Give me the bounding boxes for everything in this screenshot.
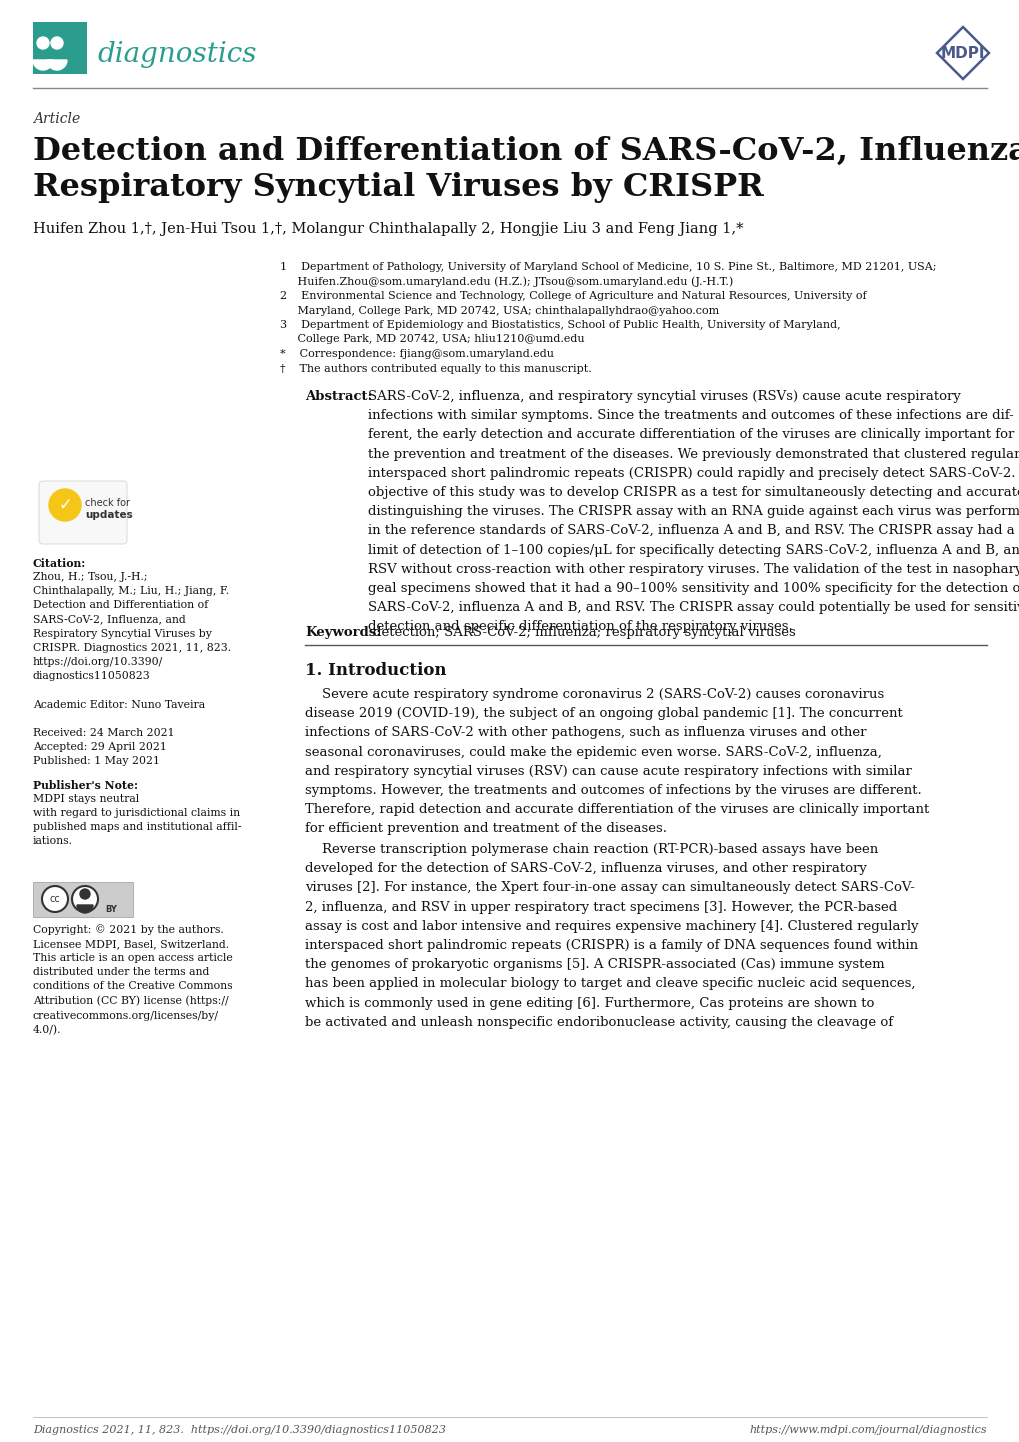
FancyBboxPatch shape: [39, 482, 127, 544]
Text: Publisher's Note:: Publisher's Note:: [33, 780, 138, 792]
Text: Severe acute respiratory syndrome coronavirus 2 (SARS-CoV-2) causes coronavirus
: Severe acute respiratory syndrome corona…: [305, 688, 928, 835]
Circle shape: [49, 489, 81, 521]
Text: Maryland, College Park, MD 20742, USA; chinthalapallyhdrao@yahoo.com: Maryland, College Park, MD 20742, USA; c…: [280, 306, 718, 316]
Text: Zhou, H.; Tsou, J.-H.;
Chinthalapally, M.; Liu, H.; Jiang, F.
Detection and Diff: Zhou, H.; Tsou, J.-H.; Chinthalapally, M…: [33, 572, 231, 681]
Text: ✓: ✓: [58, 496, 72, 513]
Circle shape: [72, 885, 98, 911]
Text: Article: Article: [33, 112, 81, 125]
Wedge shape: [47, 61, 67, 71]
Text: Accepted: 29 April 2021: Accepted: 29 April 2021: [33, 743, 167, 751]
Circle shape: [37, 37, 49, 49]
Text: updates: updates: [85, 510, 132, 521]
Text: *    Correspondence: fjiang@som.umaryland.edu: * Correspondence: fjiang@som.umaryland.e…: [280, 349, 553, 359]
Text: Received: 24 March 2021: Received: 24 March 2021: [33, 728, 174, 738]
FancyBboxPatch shape: [33, 883, 132, 917]
Text: Academic Editor: Nuno Taveira: Academic Editor: Nuno Taveira: [33, 699, 205, 709]
Text: MDPI: MDPI: [940, 46, 984, 61]
FancyBboxPatch shape: [33, 22, 87, 74]
Text: 3    Department of Epidemiology and Biostatistics, School of Public Health, Univ: 3 Department of Epidemiology and Biostat…: [280, 320, 840, 330]
Text: Detection and Differentiation of SARS-CoV-2, Influenza, and: Detection and Differentiation of SARS-Co…: [33, 136, 1019, 167]
Text: Reverse transcription polymerase chain reaction (RT-PCR)-based assays have been
: Reverse transcription polymerase chain r…: [305, 844, 918, 1028]
Text: 2    Environmental Science and Technology, College of Agriculture and Natural Re: 2 Environmental Science and Technology, …: [280, 291, 866, 301]
Text: Copyright: © 2021 by the authors.
Licensee MDPI, Basel, Switzerland.
This articl: Copyright: © 2021 by the authors. Licens…: [33, 924, 232, 1035]
Text: BY: BY: [105, 906, 117, 914]
Text: MDPI stays neutral
with regard to jurisdictional claims in
published maps and in: MDPI stays neutral with regard to jurisd…: [33, 795, 242, 846]
Circle shape: [51, 37, 63, 49]
Text: College Park, MD 20742, USA; hliu1210@umd.edu: College Park, MD 20742, USA; hliu1210@um…: [280, 335, 584, 345]
Text: https://www.mdpi.com/journal/diagnostics: https://www.mdpi.com/journal/diagnostics: [749, 1425, 986, 1435]
Wedge shape: [76, 906, 93, 913]
Text: Abstract:: Abstract:: [305, 389, 372, 402]
Circle shape: [42, 885, 68, 911]
Text: SARS-CoV-2, influenza, and respiratory syncytial viruses (RSVs) cause acute resp: SARS-CoV-2, influenza, and respiratory s…: [368, 389, 1019, 633]
Text: Diagnostics 2021, 11, 823.  https://doi.org/10.3390/diagnostics11050823: Diagnostics 2021, 11, 823. https://doi.o…: [33, 1425, 445, 1435]
Text: detection; SARS-CoV-2; influenza; respiratory syncytial viruses: detection; SARS-CoV-2; influenza; respir…: [373, 626, 795, 639]
Text: Huifen.Zhou@som.umaryland.edu (H.Z.); JTsou@som.umaryland.edu (J.-H.T.): Huifen.Zhou@som.umaryland.edu (H.Z.); JT…: [280, 277, 733, 287]
Wedge shape: [33, 61, 53, 71]
Text: †    The authors contributed equally to this manuscript.: † The authors contributed equally to thi…: [280, 363, 591, 373]
Text: Keywords:: Keywords:: [305, 626, 381, 639]
Circle shape: [79, 890, 90, 898]
Text: 1. Introduction: 1. Introduction: [305, 662, 446, 679]
Text: Huifen Zhou 1,†, Jen-Hui Tsou 1,†, Molangur Chinthalapally 2, Hongjie Liu 3 and : Huifen Zhou 1,†, Jen-Hui Tsou 1,†, Molan…: [33, 222, 743, 236]
Text: cc: cc: [50, 894, 60, 904]
Text: 1    Department of Pathology, University of Maryland School of Medicine, 10 S. P: 1 Department of Pathology, University of…: [280, 262, 935, 273]
Text: check for: check for: [85, 497, 129, 508]
Text: Citation:: Citation:: [33, 558, 87, 570]
Text: Respiratory Syncytial Viruses by CRISPR: Respiratory Syncytial Viruses by CRISPR: [33, 172, 763, 203]
Text: diagnostics: diagnostics: [97, 42, 256, 69]
Text: Published: 1 May 2021: Published: 1 May 2021: [33, 756, 160, 766]
